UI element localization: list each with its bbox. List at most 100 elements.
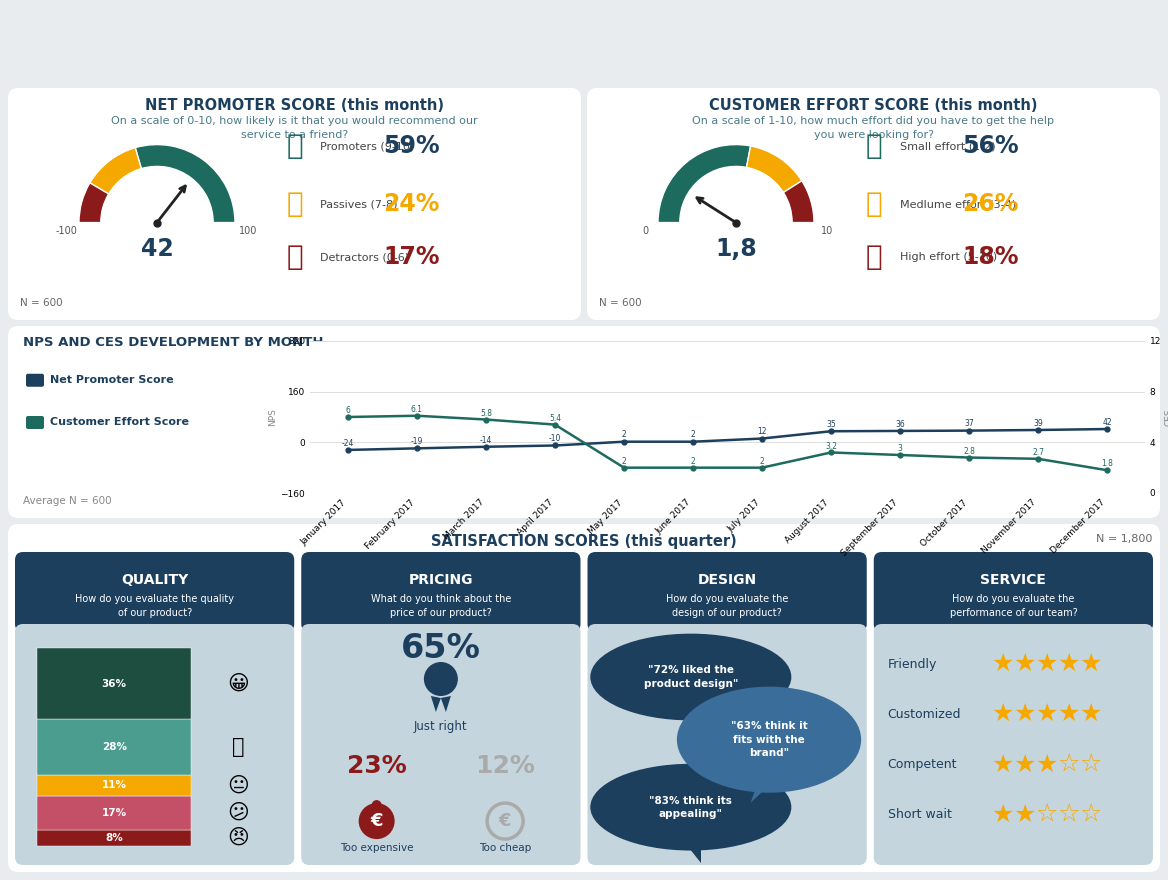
Text: 2: 2: [759, 457, 764, 466]
Text: 17%: 17%: [102, 808, 126, 818]
FancyBboxPatch shape: [588, 624, 867, 865]
Polygon shape: [431, 696, 440, 712]
Text: ★: ★: [1013, 652, 1035, 676]
Wedge shape: [135, 144, 235, 223]
Text: QUALITY: QUALITY: [121, 573, 188, 587]
Text: PRICING: PRICING: [409, 573, 473, 587]
Text: 6.1: 6.1: [411, 405, 423, 414]
Text: 5.8: 5.8: [480, 408, 492, 418]
Text: Net Promoter Score: Net Promoter Score: [50, 375, 174, 385]
Text: Medlume effort (3-4): Medlume effort (3-4): [899, 199, 1016, 209]
Polygon shape: [681, 708, 721, 730]
Text: ★: ★: [1079, 652, 1101, 676]
Text: On a scale of 0-10, how likely is it that you would recommend our
service to a f: On a scale of 0-10, how likely is it tha…: [111, 116, 478, 140]
Text: SATISFACTION SCORES (this quarter): SATISFACTION SCORES (this quarter): [431, 534, 737, 549]
Text: How do you evaluate the quality
of our product?: How do you evaluate the quality of our p…: [75, 594, 234, 618]
Text: "83% think its
appealing": "83% think its appealing": [649, 796, 732, 818]
Wedge shape: [746, 146, 802, 193]
Polygon shape: [440, 696, 451, 712]
Text: ★: ★: [1013, 752, 1035, 776]
Text: Too expensive: Too expensive: [340, 843, 413, 853]
Text: 36: 36: [895, 420, 905, 429]
Text: 6: 6: [346, 406, 350, 415]
Text: 2: 2: [690, 430, 695, 439]
Wedge shape: [79, 183, 109, 223]
Text: Just right: Just right: [415, 720, 467, 733]
Text: 35: 35: [826, 420, 836, 429]
Text: Customer Effort Score: Customer Effort Score: [50, 417, 189, 427]
Text: ☆: ☆: [1057, 752, 1079, 776]
Text: ☆: ☆: [1035, 803, 1057, 827]
Text: 👎: 👎: [865, 244, 882, 271]
Text: 2: 2: [690, 457, 695, 466]
Text: 12: 12: [757, 428, 766, 436]
Text: 10: 10: [821, 226, 833, 237]
FancyBboxPatch shape: [26, 416, 44, 429]
Text: 12%: 12%: [475, 753, 535, 778]
Text: 11%: 11%: [102, 781, 126, 790]
FancyBboxPatch shape: [588, 88, 1160, 320]
Text: 59%: 59%: [383, 134, 439, 158]
FancyBboxPatch shape: [301, 552, 580, 632]
Text: 24%: 24%: [383, 192, 439, 216]
FancyBboxPatch shape: [37, 796, 190, 830]
Wedge shape: [784, 180, 814, 223]
Text: ★: ★: [1057, 652, 1079, 676]
Text: ★: ★: [990, 803, 1014, 827]
Text: 😐: 😐: [228, 775, 249, 796]
FancyBboxPatch shape: [26, 374, 44, 387]
Y-axis label: CES: CES: [1164, 408, 1168, 426]
Text: Friendly: Friendly: [888, 657, 937, 671]
Text: Promoters (9-10): Promoters (9-10): [320, 141, 415, 151]
Text: SERVICE: SERVICE: [980, 573, 1047, 587]
Text: ☆: ☆: [1079, 803, 1101, 827]
Text: 3.2: 3.2: [825, 442, 837, 451]
FancyBboxPatch shape: [15, 552, 294, 632]
FancyBboxPatch shape: [8, 326, 1160, 518]
Text: 😠: 😠: [228, 828, 249, 847]
Text: 3: 3: [897, 444, 903, 453]
Text: 39: 39: [1034, 419, 1043, 428]
Text: ★: ★: [1079, 702, 1101, 726]
Text: Average N = 600: Average N = 600: [23, 496, 112, 506]
Ellipse shape: [590, 634, 792, 721]
Text: "72% liked the
product design": "72% liked the product design": [644, 665, 738, 689]
Text: ★: ★: [990, 652, 1014, 676]
Text: 😕: 😕: [228, 803, 249, 823]
Ellipse shape: [677, 686, 861, 793]
Text: Too cheap: Too cheap: [479, 843, 531, 853]
Text: ☆: ☆: [1079, 752, 1101, 776]
Text: NET PROMOTER SCORE (this month): NET PROMOTER SCORE (this month): [145, 98, 444, 113]
Text: Passives (7-8): Passives (7-8): [320, 199, 398, 209]
Text: ★: ★: [990, 752, 1014, 776]
Text: 2.8: 2.8: [964, 447, 975, 456]
Text: ★: ★: [1035, 752, 1057, 776]
Text: N = 600: N = 600: [20, 298, 63, 308]
Text: -24: -24: [342, 439, 354, 448]
Text: CUSTOMER EFFORT SCORE (this month): CUSTOMER EFFORT SCORE (this month): [709, 98, 1037, 113]
Text: -14: -14: [480, 436, 492, 444]
Text: ★: ★: [1057, 702, 1079, 726]
Text: ★: ★: [990, 702, 1014, 726]
Text: Customized: Customized: [888, 708, 961, 721]
Text: 17%: 17%: [383, 246, 439, 269]
FancyBboxPatch shape: [874, 624, 1153, 865]
Text: 36%: 36%: [102, 678, 126, 689]
Text: DESIGN: DESIGN: [697, 573, 757, 587]
Text: NPS AND CES DEVELOPMENT BY MONTH: NPS AND CES DEVELOPMENT BY MONTH: [23, 336, 324, 349]
Text: "63% think it
fits with the
brand": "63% think it fits with the brand": [731, 722, 807, 758]
Text: Small effort (1-2): Small effort (1-2): [899, 141, 995, 151]
Text: -100: -100: [55, 226, 77, 237]
Text: €: €: [370, 812, 383, 830]
Text: Detractors (0-6): Detractors (0-6): [320, 253, 410, 262]
Wedge shape: [658, 144, 751, 223]
Text: ★: ★: [1013, 803, 1035, 827]
FancyBboxPatch shape: [15, 624, 294, 865]
Wedge shape: [90, 148, 141, 194]
Text: ★: ★: [1013, 702, 1035, 726]
Text: 1,8: 1,8: [715, 237, 757, 260]
Text: 42: 42: [140, 237, 173, 260]
FancyBboxPatch shape: [874, 552, 1153, 632]
Text: On a scale of 1-10, how much effort did you have to get the help
you were lookin: On a scale of 1-10, how much effort did …: [693, 116, 1055, 140]
Polygon shape: [751, 777, 778, 803]
